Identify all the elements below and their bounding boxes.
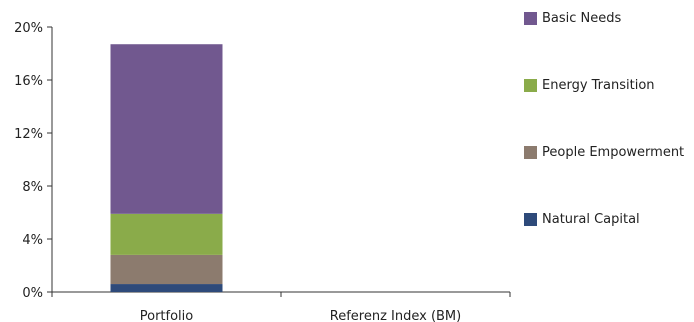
legend-swatch bbox=[524, 212, 537, 226]
legend-item: People Empowerment bbox=[524, 144, 684, 160]
bars bbox=[110, 44, 223, 292]
legend-label: Natural Capital bbox=[542, 211, 640, 227]
legend-item: Natural Capital bbox=[524, 211, 640, 227]
y-tick-label: 0% bbox=[22, 286, 43, 301]
y-tick-label: 4% bbox=[22, 233, 43, 248]
x-category-label: Referenz Index (BM) bbox=[330, 309, 461, 322]
bar-segment-basic-needs bbox=[110, 44, 223, 214]
legend-label: Energy Transition bbox=[542, 77, 655, 93]
legend-label: Basic Needs bbox=[542, 10, 622, 26]
bar-segment-energy-transition bbox=[110, 213, 223, 255]
y-tick-label: 16% bbox=[14, 74, 43, 89]
y-tick-label: 12% bbox=[14, 127, 43, 142]
bar-segment-natural-capital bbox=[110, 284, 223, 292]
legend-item: Energy Transition bbox=[524, 77, 655, 93]
legend-swatch bbox=[524, 145, 537, 159]
y-tick-label: 20% bbox=[14, 21, 43, 36]
y-axis: 0% 4% 8% 12% 16% 20% bbox=[14, 21, 53, 301]
x-axis: Portfolio Referenz Index (BM) bbox=[51, 291, 511, 322]
bar-segment-people-empowerment bbox=[110, 254, 223, 285]
y-tick-label: 8% bbox=[22, 180, 43, 195]
x-category-label: Portfolio bbox=[140, 309, 194, 322]
legend-swatch bbox=[524, 78, 537, 92]
legend-item: Basic Needs bbox=[524, 10, 621, 26]
legend-swatch bbox=[524, 11, 537, 25]
legend-label: People Empowerment bbox=[542, 144, 685, 160]
